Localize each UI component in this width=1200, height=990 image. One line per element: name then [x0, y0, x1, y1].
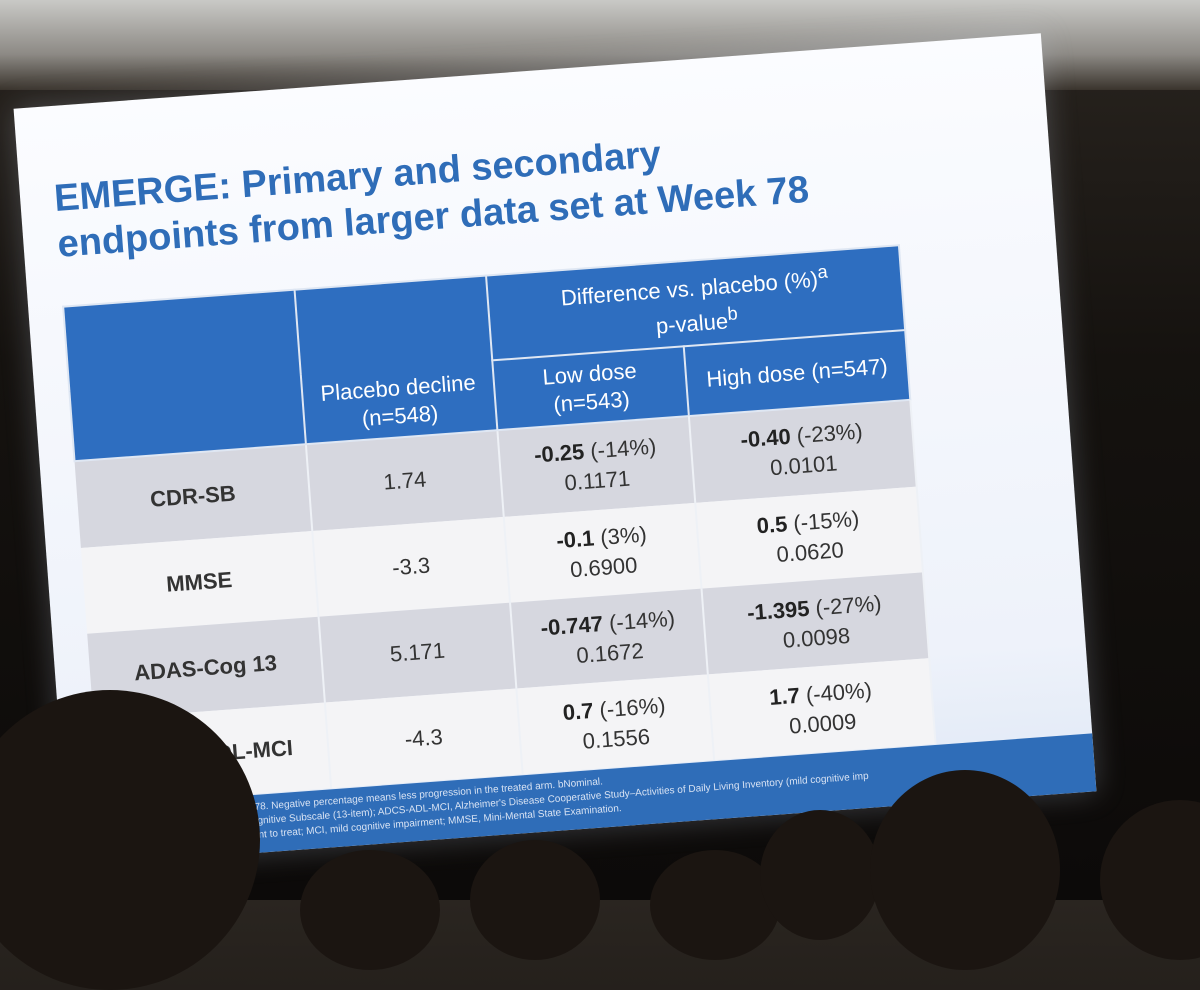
group-header: Difference vs. placebo (%)	[560, 266, 819, 311]
p-value: 0.1171	[563, 465, 632, 496]
p-value: 0.6900	[569, 551, 639, 582]
difference-percent: (-16%)	[598, 692, 667, 723]
audience-head	[760, 810, 880, 940]
high-dose-cell: -1.395 (-27%) 0.0098	[701, 572, 930, 675]
difference-percent: (-27%)	[814, 590, 883, 620]
placebo-cell: 1.74	[305, 429, 504, 531]
difference-value: -0.40	[739, 423, 792, 453]
low-dose-cell: -0.1 (3%) 0.6900	[503, 502, 702, 603]
difference-percent: (3%)	[599, 521, 648, 550]
low-dose-cell: -0.25 (-14%) 0.1171	[497, 415, 696, 517]
p-value: 0.0620	[775, 536, 845, 567]
p-value: 0.0009	[788, 708, 858, 739]
difference-value: -0.747	[539, 610, 604, 641]
difference-value: 0.7	[561, 697, 595, 725]
audience-head	[300, 850, 440, 970]
placebo-cell: -4.3	[324, 688, 523, 788]
audience-head	[1100, 800, 1200, 960]
slide-title: EMERGE: Primary and secondary endpoints …	[52, 133, 811, 266]
superscript: a	[816, 260, 829, 283]
difference-percent: (-23%)	[795, 418, 864, 449]
difference-value: -0.25	[533, 439, 586, 468]
difference-value: -1.395	[746, 595, 811, 625]
superscript: b	[726, 302, 739, 325]
difference-value: -0.1	[555, 525, 596, 553]
high-dose-cell: -0.40 (-23%) 0.0101	[688, 399, 917, 503]
row-label: CDR-SB	[74, 443, 313, 548]
p-value: 0.0098	[781, 622, 851, 653]
p-value: 0.0101	[769, 450, 839, 481]
audience-head	[870, 770, 1060, 970]
low-dose-cell: -0.747 (-14%) 0.1672	[510, 588, 708, 689]
difference-value: 1.7	[768, 682, 801, 710]
difference-percent: (-40%)	[805, 677, 873, 707]
high-dose-cell: 0.5 (-15%) 0.0620	[695, 486, 923, 589]
placebo-cell: -3.3	[312, 516, 511, 617]
low-dose-cell: 0.7 (-16%) 0.1556	[516, 674, 715, 774]
audience-head	[470, 840, 600, 960]
pvalue-header: p-value	[655, 308, 729, 339]
header-cell: Placebo decline (n=548)	[294, 275, 498, 444]
p-value: 0.1556	[581, 723, 651, 754]
difference-percent: (-14%)	[608, 605, 676, 636]
high-dose-cell: 1.7 (-40%) 0.0009	[707, 657, 936, 760]
difference-value: 0.5	[755, 510, 789, 539]
header-cell	[63, 289, 306, 461]
difference-percent: (-15%)	[792, 505, 861, 536]
difference-percent: (-14%)	[589, 433, 658, 464]
p-value: 0.1672	[575, 637, 645, 668]
placebo-cell: 5.171	[318, 602, 517, 703]
